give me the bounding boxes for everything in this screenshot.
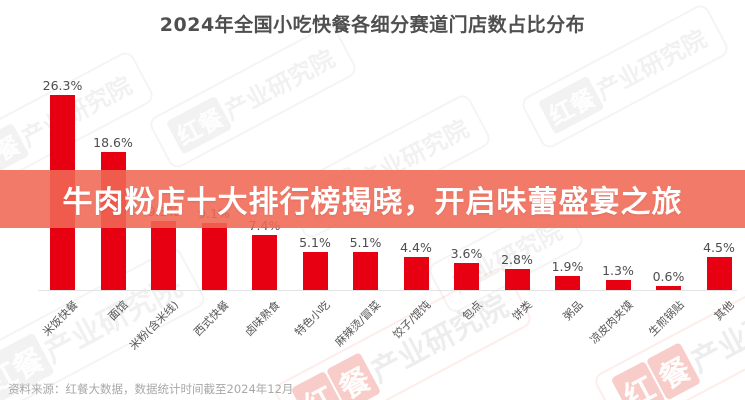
bar <box>656 286 681 290</box>
bar-category-label: 西式快餐 <box>191 298 232 339</box>
bar <box>403 257 429 290</box>
bar-category-label: 包点 <box>459 298 485 324</box>
bar-value-label: 2.8% <box>501 252 533 267</box>
bar-category-label: 卤味熟食 <box>241 298 283 339</box>
bar-category-label: 米粉(含米线) <box>126 298 182 353</box>
bar-value-label: 4.5% <box>703 240 735 255</box>
bar <box>504 269 530 290</box>
bar-category-label: 凉皮肉夹馍 <box>587 298 636 347</box>
bar <box>706 257 732 290</box>
bar-category-label: 其他 <box>711 298 737 324</box>
bar-category-label: 粥品 <box>560 298 586 324</box>
bar-value-label: 18.6% <box>93 135 133 150</box>
x-axis-baseline <box>38 290 737 291</box>
bar <box>151 221 176 290</box>
bar-category-label: 米饭快餐 <box>39 298 81 339</box>
bar <box>302 252 328 290</box>
bar-value-label: 0.6% <box>652 269 685 284</box>
bar <box>353 252 378 290</box>
bar-category-label: 饼类 <box>509 298 535 324</box>
bar <box>201 223 227 290</box>
bar-category-label: 生煎锅贴 <box>645 298 687 339</box>
bar <box>605 280 631 290</box>
bar <box>454 263 479 290</box>
bar-value-label: 26.3% <box>42 78 83 93</box>
bar-value-label: 4.4% <box>400 240 432 255</box>
bar-value-label: 5.1% <box>349 235 382 250</box>
bar-category-label: 饺子/馄饨 <box>390 298 434 342</box>
bar-category-label: 麻辣烫/冒菜 <box>332 298 384 350</box>
bar-value-label: 1.9% <box>551 259 584 274</box>
headline-banner: 牛肉粉店十大排行榜揭晓，开启味蕾盛宴之旅 <box>0 170 745 228</box>
bar <box>252 235 277 290</box>
bar <box>555 276 580 290</box>
bar-value-label: 5.1% <box>299 235 331 250</box>
bar-category-label: 特色小吃 <box>292 298 333 339</box>
headline-text: 牛肉粉店十大排行榜揭晓，开启味蕾盛宴之旅 <box>62 185 683 220</box>
chart-title: 2024年全国小吃快餐各细分赛道门店数占比分布 <box>159 14 586 36</box>
bar-value-label: 1.3% <box>602 263 634 278</box>
source-note: 资料来源：红餐大数据，数据统计时间截至2024年12月 <box>8 382 294 396</box>
bar-category-label: 面馆 <box>105 298 131 324</box>
bar-value-label: 3.6% <box>450 246 483 261</box>
